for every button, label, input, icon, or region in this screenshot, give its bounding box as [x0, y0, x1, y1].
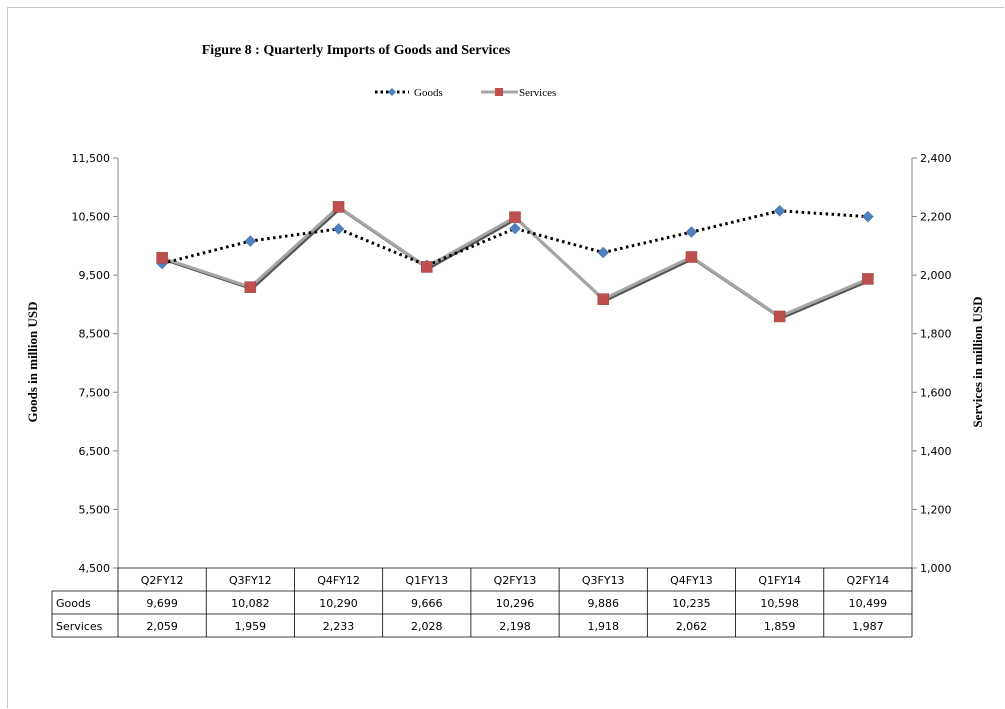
goods-point-q4fy12 — [332, 223, 345, 235]
right-tick-label: 1,400 — [920, 445, 952, 458]
services-point-q1fy14 — [773, 310, 786, 323]
right-tick-label: 1,200 — [920, 503, 952, 516]
services-point-q2fy14 — [862, 273, 874, 285]
table-cell: 2,028 — [411, 620, 443, 633]
right-axis-label: Services in million USD — [970, 296, 985, 427]
right-tick-label: 2,000 — [920, 269, 952, 282]
table-cell: 1,859 — [764, 620, 796, 633]
table-cell: 10,235 — [672, 597, 711, 610]
right-tick-label: 1,800 — [920, 328, 952, 341]
right-tick-label: 2,400 — [920, 152, 952, 165]
left-tick-label: 8,500 — [79, 328, 111, 341]
left-axis-ticks: 4,500 5,500 6,500 7,500 8,500 9,500 10,500 11,5… — [72, 152, 118, 575]
category-label: Q3FY13 — [582, 574, 625, 587]
table-cell: 10,082 — [231, 597, 270, 610]
table-cell: 9,666 — [411, 597, 443, 610]
series-markers — [156, 201, 874, 323]
left-tick-label: 4,500 — [79, 562, 111, 575]
legend: Goods Services — [375, 87, 556, 99]
category-label: Q4FY13 — [670, 574, 713, 587]
category-label: Q2FY13 — [494, 574, 537, 587]
right-tick-label: 1,600 — [920, 386, 952, 399]
category-label: Q2FY12 — [141, 574, 184, 587]
right-tick-label: 1,000 — [920, 562, 952, 575]
table-row-header: Goods — [56, 597, 91, 610]
goods-point-q3fy13 — [597, 246, 610, 259]
chart-title: Figure 8 : Quarterly Imports of Goods an… — [202, 43, 511, 58]
left-tick-label: 6,500 — [79, 445, 111, 458]
left-tick-label: 9,500 — [79, 269, 111, 282]
table-cell: 2,059 — [146, 620, 178, 633]
table-cell: 1,918 — [587, 620, 619, 633]
services-point-q3fy13 — [597, 293, 609, 305]
axes — [117, 158, 913, 568]
goods-point-q3fy12 — [244, 235, 257, 247]
legend-goods-marker — [388, 88, 396, 96]
table-cell: 1,987 — [852, 620, 884, 633]
data-table: Q2FY12 Q3FY12 Q4FY12 Q1FY13 Q2FY13 Q3FY13 Q4FY… — [51, 567, 913, 638]
goods-point-q2fy13 — [509, 222, 521, 235]
legend-item-goods: Goods — [375, 87, 443, 99]
services-point-q2fy12 — [156, 252, 168, 264]
table-cell: 2,062 — [676, 620, 708, 633]
table-cell: 9,699 — [146, 597, 178, 610]
legend-services-label: Services — [519, 87, 556, 99]
left-axis-label: Goods in million USD — [25, 301, 40, 422]
table-row-header: Services — [56, 620, 103, 633]
table-cell: 10,598 — [760, 597, 799, 610]
left-tick-label: 10,500 — [72, 211, 111, 224]
chart-frame — [7, 7, 1004, 708]
goods-point-q1fy14 — [773, 204, 786, 217]
category-label: Q1FY14 — [758, 574, 801, 587]
table-cell: 10,296 — [496, 597, 535, 610]
services-point-q3fy12 — [244, 281, 257, 293]
legend-goods-label: Goods — [414, 87, 443, 99]
left-tick-label: 7,500 — [79, 386, 111, 399]
goods-point-q2fy14 — [862, 210, 874, 223]
table-cell: 9,886 — [587, 597, 619, 610]
services-point-q1fy13 — [421, 261, 433, 273]
category-label: Q2FY14 — [847, 574, 890, 587]
category-label: Q4FY12 — [317, 574, 360, 587]
right-axis-ticks: 1,000 1,200 1,400 1,600 1,800 2,000 2,200 2,400 — [912, 152, 952, 575]
left-tick-label: 11,500 — [72, 152, 111, 165]
goods-line — [161, 209, 868, 268]
goods-point-q4fy13 — [685, 226, 698, 238]
category-label: Q1FY13 — [405, 574, 448, 587]
table-cell: 10,290 — [319, 597, 358, 610]
table-cell: 2,198 — [499, 620, 531, 633]
legend-services-marker — [495, 88, 503, 96]
legend-item-services: Services — [481, 87, 556, 99]
table-cell: 10,499 — [849, 597, 888, 610]
services-point-q4fy12 — [332, 201, 345, 213]
category-label: Q3FY12 — [229, 574, 272, 587]
left-tick-label: 5,500 — [79, 503, 111, 516]
table-cell: 2,233 — [323, 620, 355, 633]
services-point-q4fy13 — [685, 251, 698, 263]
services-point-q2fy13 — [509, 211, 521, 223]
right-tick-label: 2,200 — [920, 211, 952, 224]
table-cell: 1,959 — [235, 620, 267, 633]
